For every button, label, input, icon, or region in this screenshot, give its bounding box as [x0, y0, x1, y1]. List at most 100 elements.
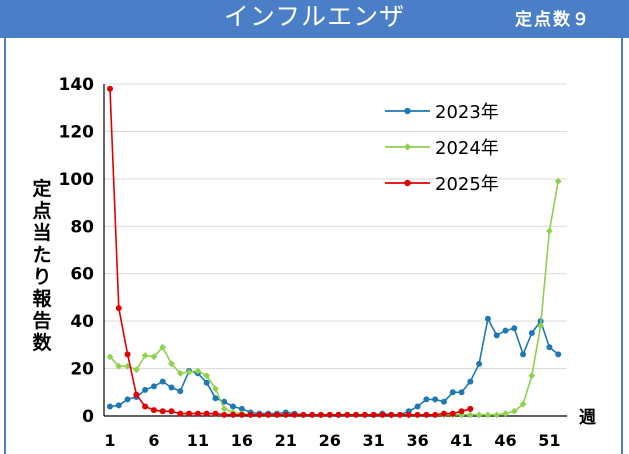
data-point [106, 353, 114, 361]
data-point [458, 389, 465, 396]
data-point [150, 353, 158, 361]
y-tick-label: 80 [70, 217, 94, 237]
data-point [115, 402, 122, 409]
y-axis-label-char: 定 [32, 178, 52, 200]
data-point [423, 396, 430, 403]
data-point [397, 411, 404, 418]
data-point [247, 411, 254, 418]
data-point [238, 411, 245, 418]
data-point [555, 351, 562, 358]
x-tick-label: 21 [275, 431, 297, 450]
y-tick-label: 100 [59, 170, 95, 190]
data-point [440, 398, 447, 405]
data-point [273, 411, 280, 418]
data-point [344, 411, 351, 418]
data-point [309, 411, 316, 418]
data-point [528, 372, 536, 380]
data-point [203, 379, 210, 386]
x-tick-label: 26 [319, 431, 341, 450]
x-tick-label: 36 [406, 431, 428, 450]
data-point [115, 305, 122, 312]
y-tick-label: 0 [82, 407, 94, 427]
data-point [546, 227, 553, 235]
data-point [405, 411, 412, 418]
y-axis-label-char: た [32, 244, 52, 266]
data-point [221, 398, 228, 405]
data-point [203, 410, 210, 417]
data-point [414, 411, 421, 418]
data-point [107, 85, 113, 92]
y-tick-label: 140 [59, 75, 95, 95]
data-point [141, 352, 149, 359]
title-banner: インフルエンザ 定点数９ [0, 0, 629, 38]
data-point [133, 391, 140, 398]
data-point [511, 325, 518, 332]
data-point [212, 385, 219, 393]
data-point [282, 411, 289, 418]
data-point [379, 411, 386, 418]
data-point [476, 360, 483, 367]
data-point [414, 403, 421, 410]
data-point [176, 369, 184, 377]
legend-marker [404, 179, 411, 187]
data-point [432, 396, 439, 403]
data-point [107, 403, 113, 410]
data-point [300, 411, 307, 418]
data-point [150, 383, 157, 390]
legend-marker [403, 143, 412, 151]
y-axis-label-char: 点 [32, 200, 52, 222]
data-point [256, 411, 263, 418]
data-point [186, 410, 193, 417]
y-axis-label-char: り [32, 266, 52, 288]
legend-label: 2024年 [435, 138, 499, 159]
plot-area [104, 84, 567, 416]
page-title: インフルエンザ [223, 2, 406, 31]
y-tick-label: 40 [70, 312, 94, 332]
data-point [519, 400, 527, 408]
x-tick-label: 11 [187, 431, 209, 450]
data-point [449, 410, 456, 417]
x-tick-label: 31 [363, 431, 385, 450]
data-point [220, 405, 228, 413]
data-point [124, 362, 131, 370]
data-point [212, 410, 219, 417]
data-point [353, 411, 360, 418]
x-tick-label: 16 [231, 431, 253, 450]
data-point [203, 372, 211, 380]
data-point [194, 367, 202, 375]
data-point [554, 177, 562, 185]
data-point [124, 351, 131, 358]
data-point [484, 411, 492, 419]
data-point [388, 411, 395, 418]
y-tick-label: 20 [70, 360, 94, 380]
data-point [502, 327, 509, 334]
x-tick-label: 41 [450, 431, 472, 450]
y-axis-label-char: 数 [32, 332, 52, 354]
data-point [440, 410, 447, 417]
data-point [230, 403, 237, 410]
data-point [449, 389, 456, 396]
data-point [159, 408, 166, 415]
data-point [528, 330, 535, 336]
data-point [168, 408, 175, 415]
data-point [132, 366, 140, 374]
data-point [458, 408, 465, 415]
x-tick-label: 1 [104, 431, 115, 450]
data-point [150, 407, 157, 414]
y-axis-label-char: 告 [32, 310, 52, 332]
data-point [230, 411, 237, 418]
data-point [159, 343, 167, 351]
data-point [142, 403, 149, 410]
y-axis-label-char: 報 [32, 288, 52, 310]
data-point [423, 411, 430, 418]
data-point [317, 411, 324, 418]
data-point [432, 411, 439, 418]
data-point [168, 384, 175, 391]
y-axis-label-char: 当 [32, 222, 52, 244]
data-point [466, 411, 474, 419]
data-point [484, 315, 491, 322]
data-point [185, 368, 193, 376]
y-tick-label: 120 [59, 122, 95, 142]
x-axis-label: 週 [579, 408, 596, 428]
data-point [467, 405, 474, 412]
